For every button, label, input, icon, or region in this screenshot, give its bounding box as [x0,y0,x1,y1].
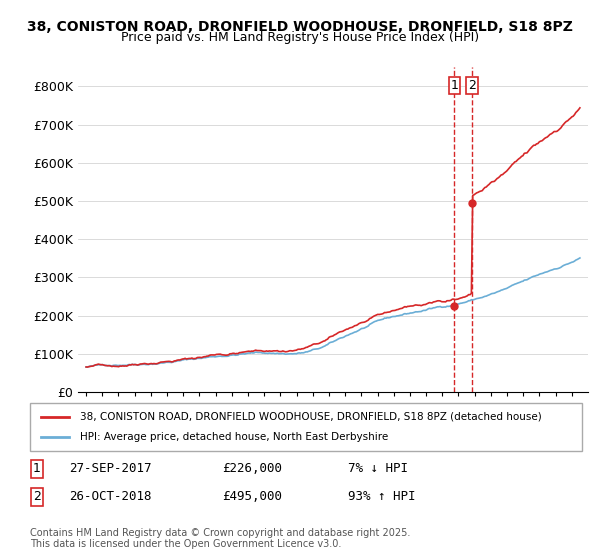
Text: £226,000: £226,000 [222,462,282,475]
Text: 26-OCT-2018: 26-OCT-2018 [69,490,151,503]
Text: Price paid vs. HM Land Registry's House Price Index (HPI): Price paid vs. HM Land Registry's House … [121,31,479,44]
Text: Contains HM Land Registry data © Crown copyright and database right 2025.
This d: Contains HM Land Registry data © Crown c… [30,528,410,549]
Text: 1: 1 [451,78,458,92]
Text: 38, CONISTON ROAD, DRONFIELD WOODHOUSE, DRONFIELD, S18 8PZ (detached house): 38, CONISTON ROAD, DRONFIELD WOODHOUSE, … [80,412,541,422]
FancyBboxPatch shape [30,403,582,451]
Text: 7% ↓ HPI: 7% ↓ HPI [348,462,408,475]
Text: 2: 2 [33,490,41,503]
Text: 93% ↑ HPI: 93% ↑ HPI [348,490,415,503]
Text: £495,000: £495,000 [222,490,282,503]
Text: HPI: Average price, detached house, North East Derbyshire: HPI: Average price, detached house, Nort… [80,432,388,442]
Text: 38, CONISTON ROAD, DRONFIELD WOODHOUSE, DRONFIELD, S18 8PZ: 38, CONISTON ROAD, DRONFIELD WOODHOUSE, … [27,20,573,34]
Text: 2: 2 [468,78,476,92]
Text: 1: 1 [33,462,41,475]
Text: 27-SEP-2017: 27-SEP-2017 [69,462,151,475]
